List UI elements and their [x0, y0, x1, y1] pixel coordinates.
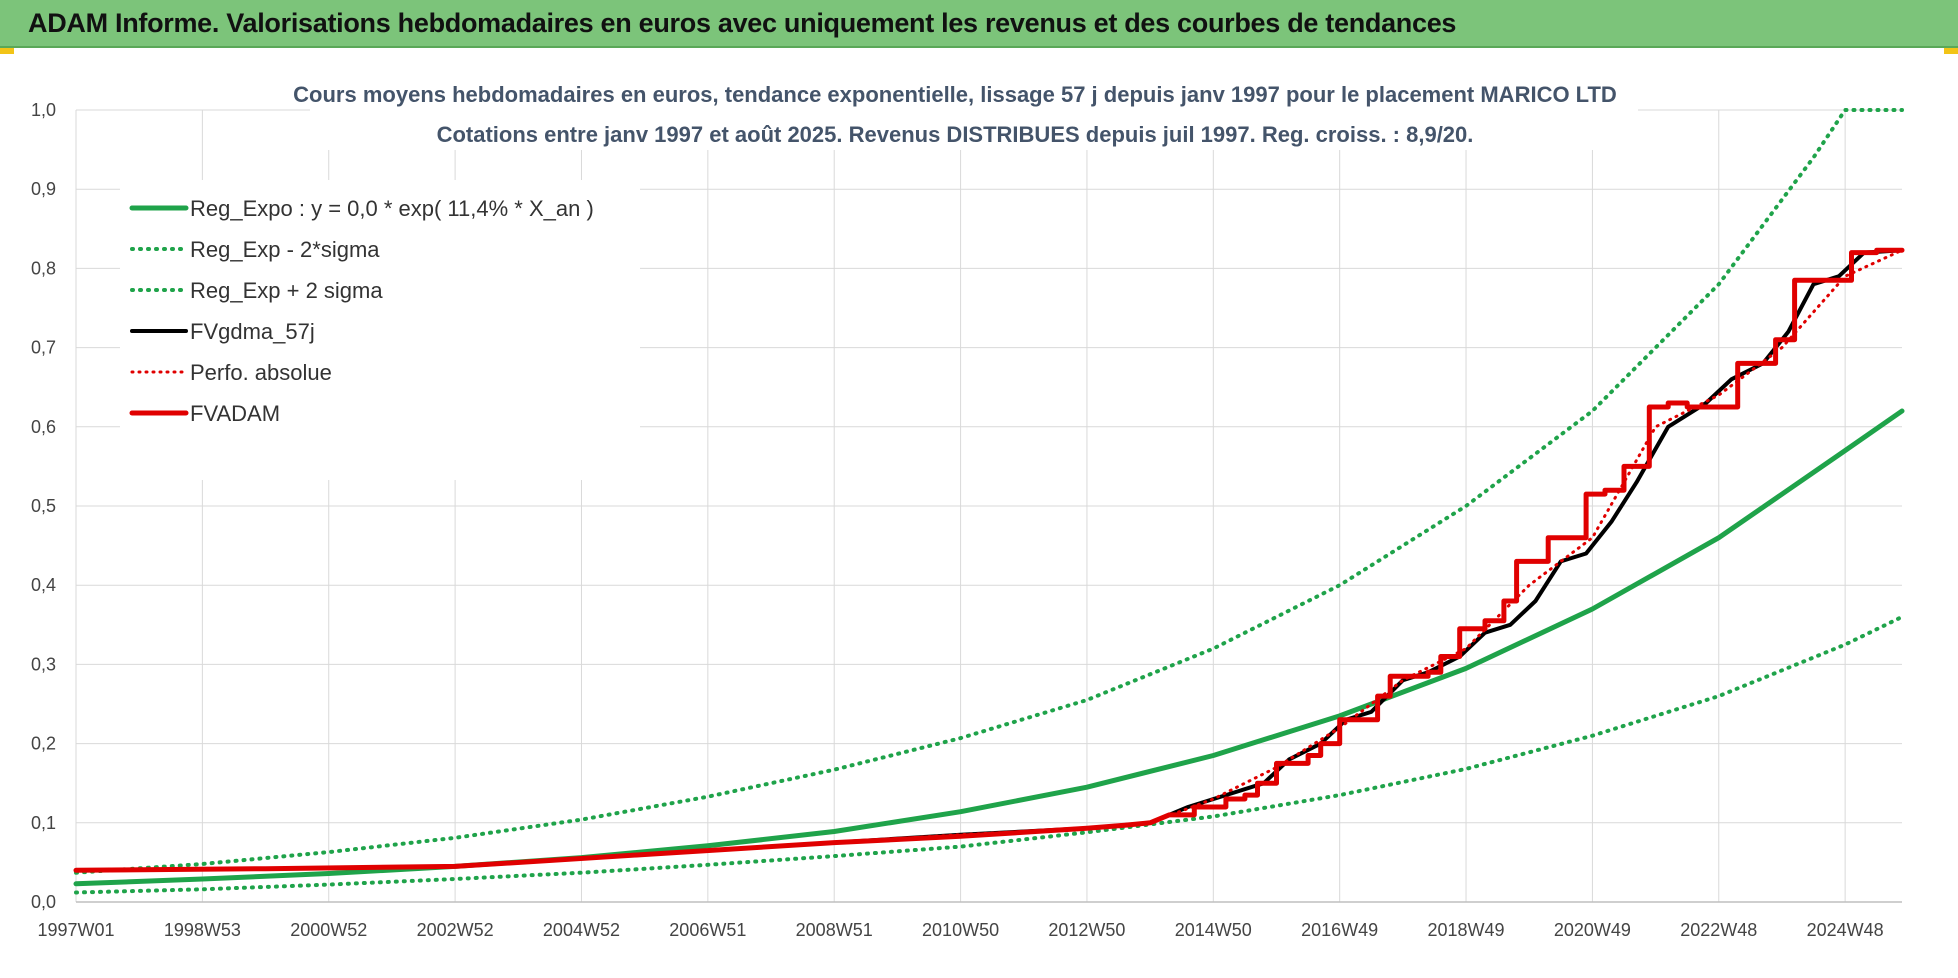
line-chart: 0,0 0,1 0,2 0,3 0,4 0,5 0,6 0,7 0,8 0,9 1,0 1997W0…: [31, 70, 1905, 940]
chart-title-line1: Cours moyens hebdomadaires en euros, ten…: [293, 82, 1617, 107]
chart-series: [73, 108, 1905, 895]
chart-legend: Reg_Expo : y = 0,0 * exp( 11,4% * X_an )…: [120, 180, 640, 480]
y-axis: 0,0 0,1 0,2 0,3 0,4 0,5 0,6 0,7 0,8 0,9 1,0: [31, 100, 56, 912]
x-tick-label: 2012W50: [1048, 920, 1125, 940]
x-tick-label: 2014W50: [1175, 920, 1252, 940]
y-tick-label: 0,4: [31, 575, 56, 595]
x-tick-label: 2020W49: [1554, 920, 1631, 940]
y-tick-label: 0,7: [31, 338, 56, 358]
x-tick-label: 1998W53: [164, 920, 241, 940]
series-line-2: [74, 108, 1904, 875]
y-tick-label: 0,8: [31, 258, 56, 278]
x-tick-label: 2004W52: [543, 920, 620, 940]
page-title: ADAM Informe. Valorisations hebdomadaire…: [28, 8, 1457, 38]
x-axis: 1997W01 1998W53 2000W52 2002W52 2004W52 2006W…: [37, 901, 1902, 940]
x-tick-label: 2010W50: [922, 920, 999, 940]
right-corner-accent: [1944, 48, 1958, 54]
x-tick-label: 2000W52: [290, 920, 367, 940]
x-tick-label: 2024W48: [1807, 920, 1884, 940]
y-tick-label: 0,5: [31, 496, 56, 516]
y-tick-label: 0,6: [31, 417, 56, 437]
x-tick-label: 2022W48: [1680, 920, 1757, 940]
legend-background: [120, 180, 640, 480]
y-tick-label: 0,0: [31, 892, 56, 912]
series-line-0: [73, 408, 1905, 887]
x-tick-label: 2016W49: [1301, 920, 1378, 940]
y-tick-label: 1,0: [31, 100, 56, 120]
header-bar: ADAM Informe. Valorisations hebdomadaire…: [0, 0, 1958, 48]
legend-label: FVADAM: [190, 401, 280, 426]
chart-title-line2: Cotations entre janv 1997 et août 2025. …: [437, 122, 1474, 147]
left-corner-accent: [0, 48, 14, 54]
y-tick-label: 0,3: [31, 654, 56, 674]
legend-label: FVgdma_57j: [190, 319, 315, 344]
y-tick-label: 0,9: [31, 179, 56, 199]
x-tick-label: 2006W51: [669, 920, 746, 940]
chart-title-block: Cours moyens hebdomadaires en euros, ten…: [293, 70, 1638, 150]
x-tick-label: 1997W01: [37, 920, 114, 940]
series-line-1: [74, 614, 1904, 895]
y-tick-label: 0,1: [31, 813, 56, 833]
series-line-5: [73, 247, 1905, 873]
legend-label: Reg_Exp - 2*sigma: [190, 237, 380, 262]
x-tick-label: 2002W52: [417, 920, 494, 940]
y-tick-label: 0,2: [31, 734, 56, 754]
legend-label: Reg_Exp + 2 sigma: [190, 278, 383, 303]
x-tick-label: 2008W51: [796, 920, 873, 940]
legend-label: Perfo. absolue: [190, 360, 332, 385]
legend-label: Reg_Expo : y = 0,0 * exp( 11,4% * X_an ): [190, 196, 594, 221]
x-tick-label: 2018W49: [1428, 920, 1505, 940]
